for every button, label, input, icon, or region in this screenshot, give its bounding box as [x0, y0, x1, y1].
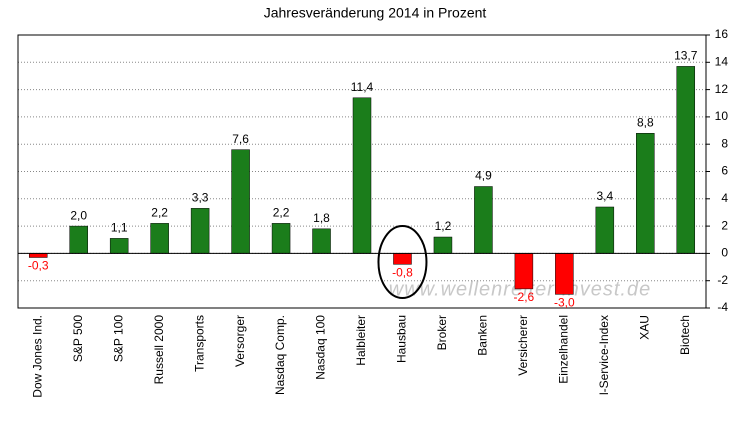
x-tick-label: Versicherer [516, 315, 530, 376]
bar [555, 253, 574, 295]
bar [190, 208, 210, 254]
highlight-circle [377, 225, 428, 299]
bar [231, 149, 250, 254]
y-tick-label: 4 [721, 191, 728, 205]
bar [69, 225, 88, 254]
value-label: 8,8 [637, 115, 654, 129]
bar [393, 253, 412, 265]
value-label: 4,9 [475, 169, 492, 183]
plot-frame [17, 34, 707, 309]
bar [474, 186, 493, 254]
x-tick-label: Nasdaq Comp. [273, 315, 287, 395]
x-tick-label: Hausbau [395, 315, 409, 363]
y-tick-label: -4 [717, 300, 728, 314]
bar [352, 97, 372, 254]
x-tick-label: XAU [637, 315, 651, 340]
value-label: -0,8 [392, 265, 413, 279]
y-tick-label: -2 [717, 273, 728, 287]
value-label: 3,4 [596, 189, 613, 203]
value-label: -0,3 [28, 259, 49, 273]
y-tick-label: 12 [715, 82, 729, 96]
bar [636, 133, 655, 254]
value-label: 1,1 [111, 221, 128, 235]
x-tick-label: Banken [476, 315, 490, 356]
bar [312, 228, 331, 254]
value-label: 2,2 [273, 206, 290, 220]
y-tick-label: 2 [721, 218, 728, 232]
bar [150, 223, 169, 254]
value-label: -2,6 [514, 290, 535, 304]
bar [595, 206, 615, 254]
bar [676, 66, 696, 254]
value-label: 2,0 [70, 208, 87, 222]
x-tick-label: Dow Jones Ind. [30, 315, 44, 398]
watermark: www.wellenreiter-invest.de [389, 278, 651, 300]
x-tick-label: Einzelhandel [557, 315, 571, 384]
value-label: 1,2 [435, 219, 452, 233]
x-tick-label: Nasdaq 100 [314, 315, 328, 380]
bar [514, 253, 534, 290]
value-label: 11,4 [351, 80, 374, 94]
bar [433, 236, 453, 254]
y-tick-label: 0 [721, 246, 728, 260]
value-label: 13,7 [674, 49, 698, 63]
x-tick-label: Broker [435, 315, 449, 350]
value-label: 1,8 [313, 211, 330, 225]
y-tick-label: 8 [721, 136, 728, 150]
x-tick-label: S&P 100 [111, 315, 125, 362]
x-tick-label: Transports [192, 315, 206, 372]
y-tick-label: 10 [715, 109, 729, 123]
x-tick-label: S&P 500 [71, 315, 85, 362]
x-tick-label: Versorger [233, 315, 247, 367]
value-label: 3,3 [192, 191, 209, 205]
x-tick-label: Halbleiter [354, 315, 368, 366]
x-tick-label: Biotech [678, 315, 692, 355]
y-tick-label: 6 [721, 164, 728, 178]
chart-title: Jahresveränderung 2014 in Prozent [264, 5, 487, 21]
x-tick-label: l-Service-Index [597, 315, 611, 395]
value-label: -3,0 [554, 296, 575, 310]
bar [271, 223, 291, 254]
x-tick-label: Russell 2000 [152, 315, 166, 385]
y-tick-label: 14 [715, 54, 729, 68]
bar [28, 253, 48, 258]
value-label: 2,2 [151, 206, 168, 220]
y-tick-label: 16 [715, 27, 729, 41]
value-label: 7,6 [232, 132, 249, 146]
bar [109, 238, 129, 254]
